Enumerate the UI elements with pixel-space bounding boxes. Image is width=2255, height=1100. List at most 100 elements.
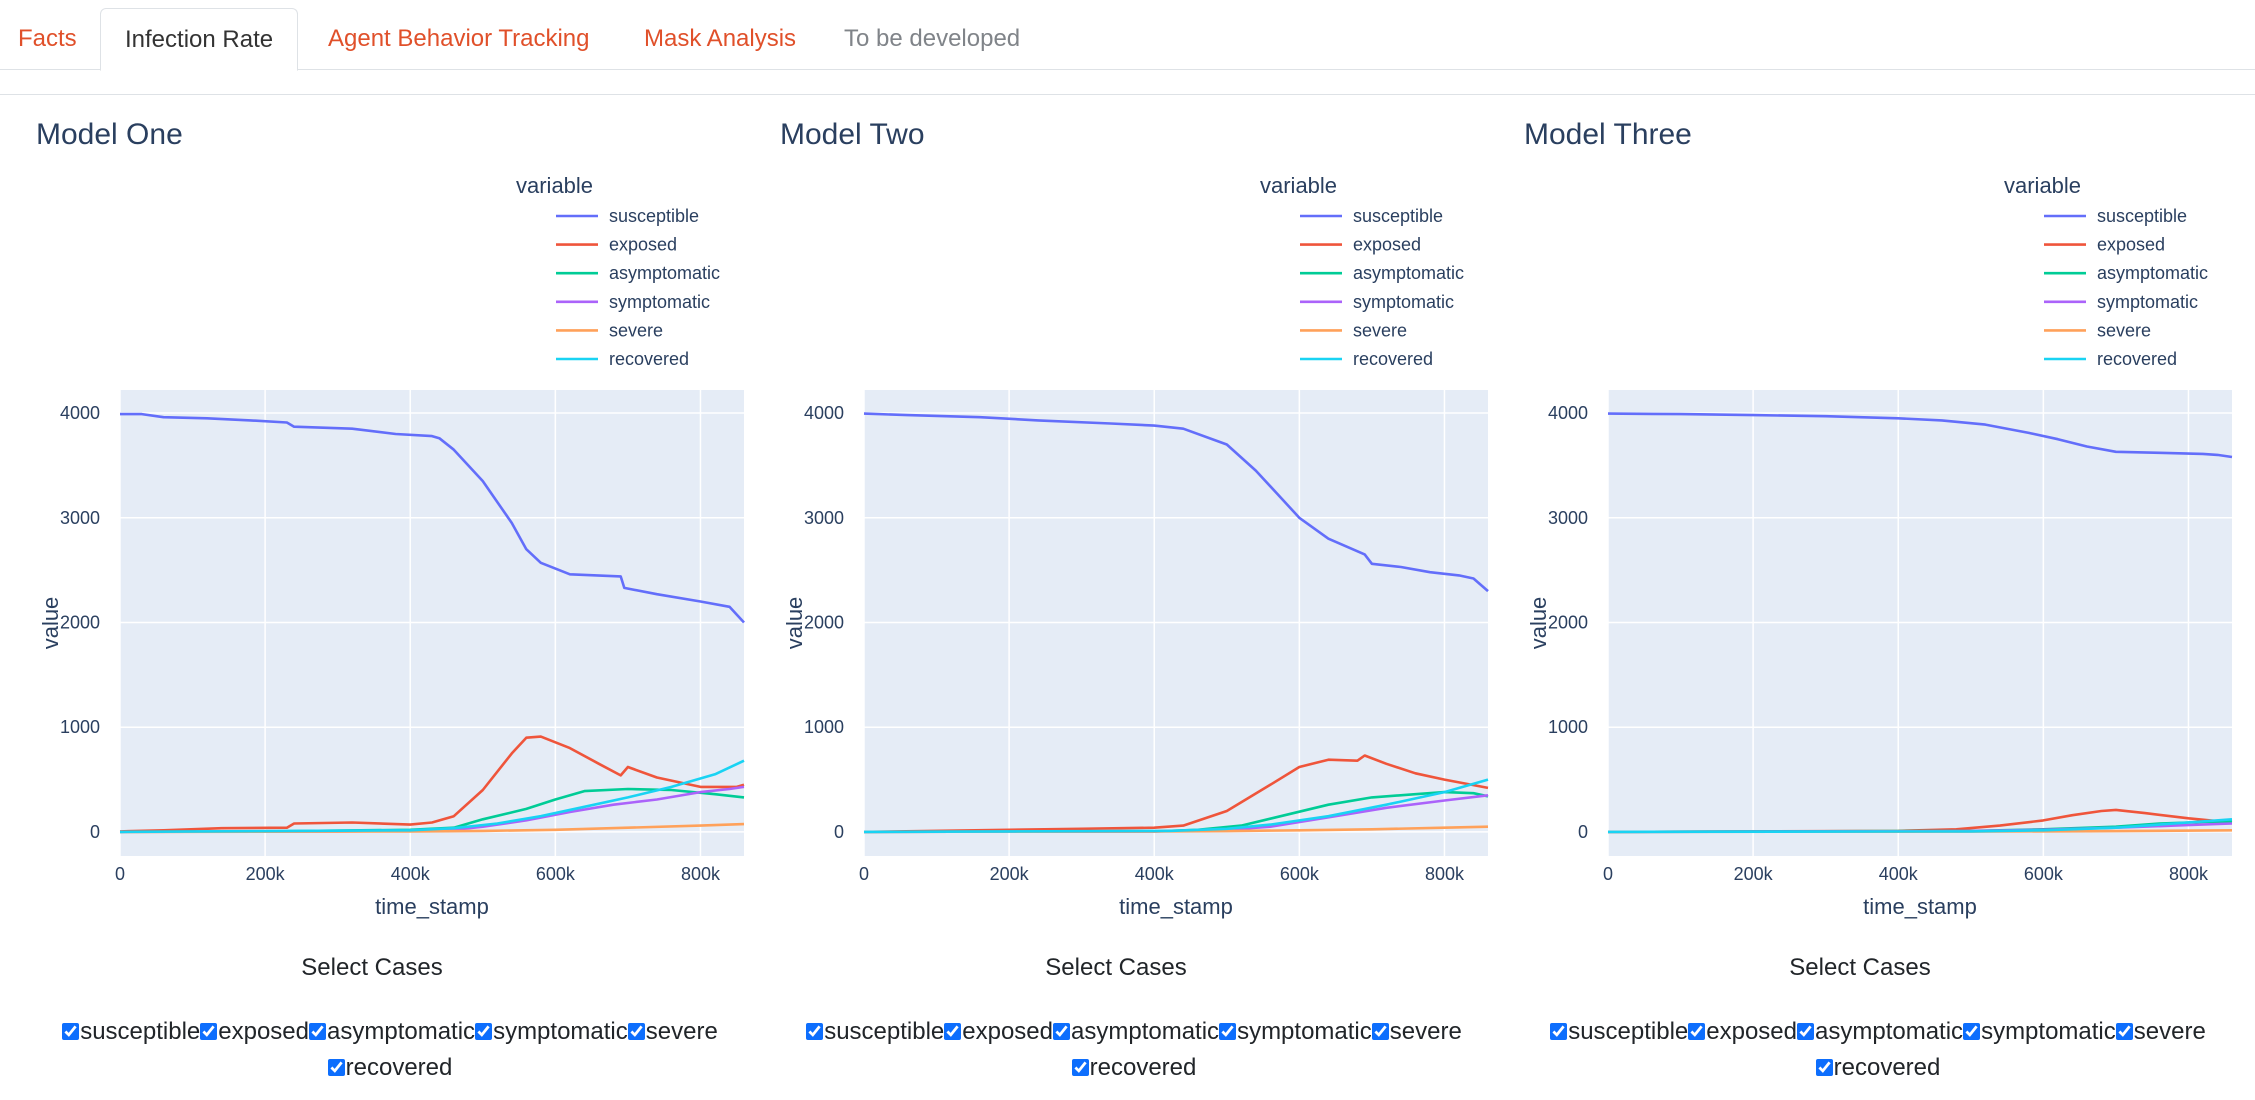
- legend-label: exposed: [1353, 235, 1421, 255]
- case-checkbox-exposed[interactable]: [944, 1023, 962, 1040]
- legend-item-severe[interactable]: severe: [1300, 320, 1407, 340]
- case-checkbox-symptomatic[interactable]: [1963, 1023, 1981, 1040]
- legend-item-susceptible[interactable]: susceptible: [556, 206, 699, 226]
- case-option-recovered[interactable]: recovered: [1071, 1054, 1197, 1081]
- case-option-recovered[interactable]: recovered: [327, 1054, 453, 1081]
- legend-item-recovered[interactable]: recovered: [2044, 349, 2177, 369]
- case-checkbox-severe[interactable]: [627, 1023, 645, 1040]
- y-tick-label: 3000: [1548, 508, 1588, 528]
- legend-title: variable: [2004, 173, 2081, 198]
- case-checkbox-asymptomatic[interactable]: [1797, 1023, 1815, 1040]
- case-option-symptomatic[interactable]: symptomatic: [1963, 1018, 2116, 1045]
- case-option-label: recovered: [345, 1054, 453, 1081]
- x-axis-title: time_stamp: [1119, 894, 1233, 919]
- series-line-susceptible: [120, 412, 745, 624]
- legend-item-symptomatic[interactable]: symptomatic: [2044, 292, 2198, 312]
- y-tick-label: 1000: [1548, 717, 1588, 737]
- case-option-asymptomatic[interactable]: asymptomatic: [309, 1018, 475, 1045]
- y-axis-title: value: [38, 597, 63, 650]
- line-chart: 0 200k 400k 600k 800k 0 1000 2000 3000 4000 time_s…: [1526, 173, 2233, 919]
- legend-label: susceptible: [1353, 206, 1443, 226]
- case-option-label: severe: [1389, 1018, 1462, 1045]
- case-option-asymptomatic[interactable]: asymptomatic: [1053, 1018, 1219, 1045]
- case-option-asymptomatic[interactable]: asymptomatic: [1797, 1018, 1963, 1045]
- x-tick-label: 200k: [1734, 864, 1774, 884]
- x-tick-label: 400k: [1135, 864, 1175, 884]
- case-checkbox-asymptomatic[interactable]: [309, 1023, 327, 1040]
- case-option-label: exposed: [1706, 1018, 1798, 1045]
- case-checkbox-susceptible[interactable]: [1550, 1023, 1568, 1040]
- legend-item-susceptible[interactable]: susceptible: [1300, 206, 1443, 226]
- x-tick-label: 0: [859, 864, 869, 884]
- y-axis-title: value: [1526, 597, 1551, 650]
- case-option-susceptible[interactable]: susceptible: [62, 1018, 200, 1045]
- case-option-symptomatic[interactable]: symptomatic: [475, 1018, 628, 1045]
- case-checkbox-asymptomatic[interactable]: [1053, 1023, 1071, 1040]
- case-option-exposed[interactable]: exposed: [944, 1018, 1053, 1045]
- case-checkbox-symptomatic[interactable]: [475, 1023, 493, 1040]
- series-line-recovered: [119, 759, 745, 834]
- legend-item-exposed[interactable]: exposed: [556, 235, 677, 255]
- case-option-severe[interactable]: severe: [1371, 1018, 1462, 1045]
- legend-item-severe[interactable]: severe: [556, 320, 663, 340]
- case-option-exposed[interactable]: exposed: [1688, 1018, 1797, 1045]
- tab-to-be-developed: To be developed: [844, 25, 1021, 52]
- case-checkbox-recovered[interactable]: [1071, 1059, 1089, 1076]
- tab-agent-behavior-tracking[interactable]: Agent Behavior Tracking: [328, 25, 590, 52]
- case-option-label: recovered: [1089, 1054, 1197, 1081]
- case-option-susceptible[interactable]: susceptible: [806, 1018, 944, 1045]
- case-checkbox-susceptible[interactable]: [62, 1023, 80, 1040]
- case-option-severe[interactable]: severe: [2115, 1018, 2206, 1045]
- legend-item-susceptible[interactable]: susceptible: [2044, 206, 2187, 226]
- y-tick-label: 3000: [60, 508, 100, 528]
- case-option-label: susceptible: [1568, 1018, 1689, 1045]
- legend-label: recovered: [609, 349, 689, 369]
- x-tick-label: 800k: [681, 864, 721, 884]
- legend-item-symptomatic[interactable]: symptomatic: [1300, 292, 1454, 312]
- case-option-exposed[interactable]: exposed: [200, 1018, 309, 1045]
- x-tick-label: 400k: [391, 864, 431, 884]
- case-checkbox-exposed[interactable]: [1688, 1023, 1706, 1040]
- tab-infection-rate[interactable]: Infection Rate: [100, 8, 299, 71]
- legend-item-severe[interactable]: severe: [2044, 320, 2151, 340]
- y-tick-label: 0: [90, 822, 100, 842]
- tab-mask-analysis[interactable]: Mask Analysis: [644, 25, 797, 52]
- case-option-symptomatic[interactable]: symptomatic: [1219, 1018, 1372, 1045]
- y-tick-label: 2000: [1548, 612, 1588, 632]
- legend: variable susceptible exposed asymptomatic sy…: [516, 173, 720, 369]
- case-checkbox-symptomatic[interactable]: [1219, 1023, 1237, 1040]
- legend-item-asymptomatic[interactable]: asymptomatic: [2044, 263, 2208, 283]
- legend-label: symptomatic: [1353, 292, 1454, 312]
- case-checkbox-exposed[interactable]: [200, 1023, 218, 1040]
- legend-label: asymptomatic: [1353, 263, 1464, 283]
- series-line-exposed: [119, 735, 745, 833]
- divider: [0, 94, 2255, 95]
- legend-label: recovered: [2097, 349, 2177, 369]
- y-tick-label: 0: [1578, 822, 1588, 842]
- legend-item-exposed[interactable]: exposed: [1300, 235, 1421, 255]
- case-option-label: symptomatic: [493, 1018, 628, 1045]
- y-tick-label: 4000: [60, 403, 100, 423]
- case-checkbox-recovered[interactable]: [1815, 1059, 1833, 1076]
- case-option-severe[interactable]: severe: [627, 1018, 718, 1045]
- case-checkbox-severe[interactable]: [1371, 1023, 1389, 1040]
- legend-item-asymptomatic[interactable]: asymptomatic: [556, 263, 720, 283]
- case-checkbox-susceptible[interactable]: [806, 1023, 824, 1040]
- legend-item-recovered[interactable]: recovered: [1300, 349, 1433, 369]
- series-line-susceptible: [863, 412, 1489, 593]
- case-option-susceptible[interactable]: susceptible: [1550, 1018, 1688, 1045]
- case-option-recovered[interactable]: recovered: [1815, 1054, 1940, 1081]
- legend-label: severe: [609, 320, 663, 340]
- legend-item-recovered[interactable]: recovered: [556, 349, 689, 369]
- y-tick-label: 2000: [804, 612, 844, 632]
- legend-item-symptomatic[interactable]: symptomatic: [556, 292, 710, 312]
- tab-facts[interactable]: Facts: [18, 25, 77, 52]
- case-checkbox-severe[interactable]: [2115, 1023, 2133, 1040]
- legend-item-asymptomatic[interactable]: asymptomatic: [1300, 263, 1464, 283]
- series-line-recovered: [863, 778, 1489, 834]
- y-tick-label: 1000: [60, 717, 100, 737]
- case-checkbox-recovered[interactable]: [327, 1059, 345, 1076]
- select-cases-label: Select Cases: [1045, 954, 1187, 981]
- legend-item-exposed[interactable]: exposed: [2044, 235, 2165, 255]
- legend-label: severe: [1353, 320, 1407, 340]
